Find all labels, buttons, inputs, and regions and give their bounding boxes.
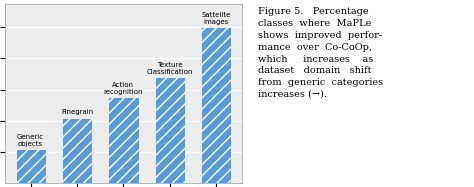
Bar [62, 118, 92, 183]
Text: Generic
objects: Generic objects [17, 134, 44, 147]
Bar [201, 27, 231, 183]
Bar [109, 97, 138, 183]
Text: Action
recognition: Action recognition [104, 82, 143, 95]
Bar [16, 149, 46, 183]
Text: Figure 5.   Percentage
classes  where  MaPLe
shows  improved  perfor-
mance  ove: Figure 5. Percentage classes where MaPLe… [258, 7, 383, 99]
Text: Sattelite
images: Sattelite images [201, 12, 231, 25]
Text: Finegrain: Finegrain [61, 109, 93, 115]
Text: Texture
Classification: Texture Classification [146, 62, 193, 75]
Bar [155, 77, 185, 183]
